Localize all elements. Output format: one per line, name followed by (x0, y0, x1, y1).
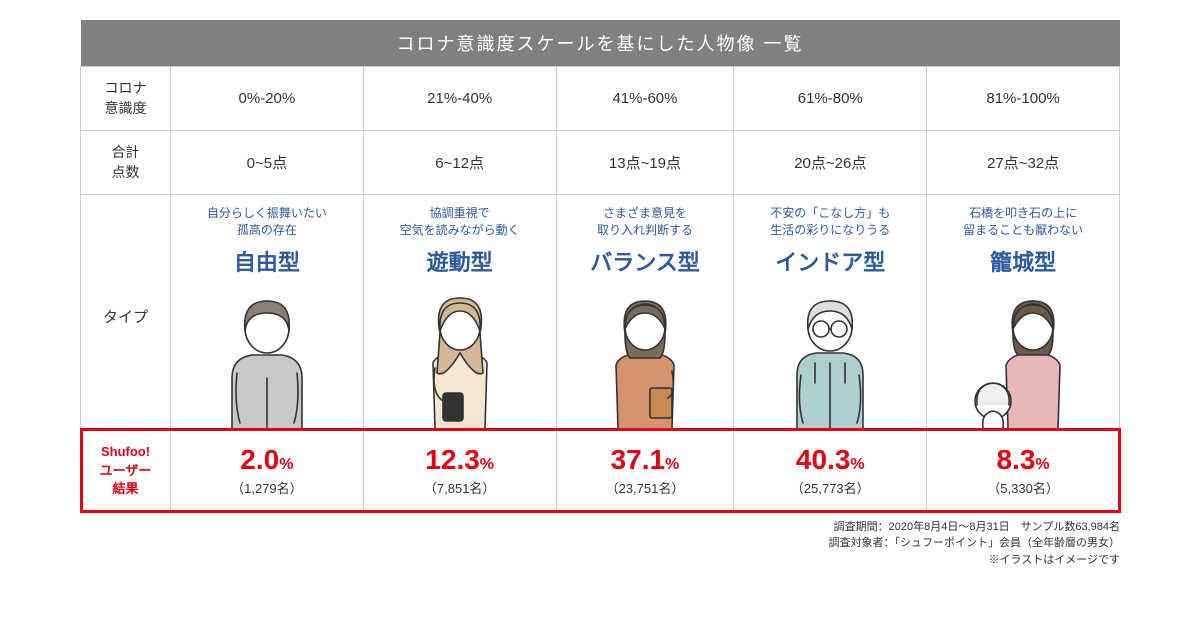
percent-unit: % (850, 456, 864, 473)
score-cell: 6~12点 (363, 131, 556, 195)
awareness-row: コロナ意識度 0%-20% 21%-40% 41%-60% 61%-80% 81… (81, 67, 1120, 131)
type-cell: 自分らしく振舞いたい孤高の存在 自由型 (171, 195, 364, 429)
type-row: タイプ 自分らしく振舞いたい孤高の存在 自由型 協調重視で空気を読 (81, 195, 1120, 429)
result-count: （25,773名） (738, 478, 922, 497)
persona-illustration (561, 283, 730, 428)
footnote: 調査期間：2020年8月4日～8月31日 サンプル数63,984名 調査対象者：… (80, 519, 1120, 569)
awareness-cell: 21%-40% (363, 67, 556, 131)
result-percent: 8.3 (996, 444, 1035, 475)
result-cell: 37.1% （23,751名） (556, 429, 734, 513)
awareness-cell: 0%-20% (171, 67, 364, 131)
score-cell: 27点~32点 (927, 131, 1120, 195)
table-title: コロナ意識度スケールを基にした人物像 一覧 (81, 20, 1120, 67)
persona-illustration (931, 283, 1115, 428)
persona-table: コロナ意識度スケールを基にした人物像 一覧 コロナ意識度 0%-20% 21%-… (80, 20, 1120, 513)
awareness-label: コロナ意識度 (81, 67, 171, 131)
result-cell: 2.0% （1,279名） (171, 429, 364, 513)
persona-illustration (368, 283, 552, 428)
type-subtitle: さまざま意見を取り入れ判断する (561, 205, 730, 239)
score-label: 合計点数 (81, 131, 171, 195)
type-name: 籠城型 (931, 245, 1115, 277)
result-count: （1,279名） (175, 478, 359, 497)
result-count: （7,851名） (368, 478, 552, 497)
score-cell: 13点~19点 (556, 131, 734, 195)
percent-unit: % (1035, 456, 1049, 473)
percent-unit: % (665, 456, 679, 473)
type-subtitle: 石橋を叩き石の上に留まることも厭わない (931, 205, 1115, 239)
footnote-line: 調査対象者：「シュフーポイント」会員（全年齢層の男女） (80, 535, 1120, 552)
result-cell: 12.3% （7,851名） (363, 429, 556, 513)
awareness-cell: 41%-60% (556, 67, 734, 131)
title-row: コロナ意識度スケールを基にした人物像 一覧 (81, 20, 1120, 67)
type-cell: 石橋を叩き石の上に留まることも厭わない 籠城型 (927, 195, 1120, 429)
result-percent: 40.3 (796, 444, 851, 475)
result-row: Shufoo!ユーザー結果 2.0% （1,279名） 12.3% （7,851… (81, 429, 1120, 513)
score-row: 合計点数 0~5点 6~12点 13点~19点 20点~26点 27点~32点 (81, 131, 1120, 195)
result-percent: 2.0 (240, 444, 279, 475)
type-name: 遊動型 (368, 245, 552, 277)
type-subtitle: 協調重視で空気を読みながら動く (368, 205, 552, 239)
result-cell: 40.3% （25,773名） (734, 429, 927, 513)
result-percent: 12.3 (425, 444, 480, 475)
awareness-cell: 61%-80% (734, 67, 927, 131)
score-cell: 20点~26点 (734, 131, 927, 195)
type-label: タイプ (81, 195, 171, 429)
type-name: 自由型 (175, 245, 359, 277)
type-subtitle: 不安の「こなし方」も生活の彩りになりうる (738, 205, 922, 239)
persona-illustration (738, 283, 922, 428)
type-cell: 協調重視で空気を読みながら動く 遊動型 (363, 195, 556, 429)
type-cell: 不安の「こなし方」も生活の彩りになりうる インドア型 (734, 195, 927, 429)
footnote-line: 調査期間：2020年8月4日～8月31日 サンプル数63,984名 (80, 519, 1120, 536)
type-name: インドア型 (738, 245, 922, 277)
result-percent: 37.1 (611, 444, 666, 475)
percent-unit: % (279, 456, 293, 473)
type-cell: さまざま意見を取り入れ判断する バランス型 (556, 195, 734, 429)
result-count: （23,751名） (561, 478, 730, 497)
result-label: Shufoo!ユーザー結果 (81, 429, 171, 513)
result-cell: 8.3% （5,330名） (927, 429, 1120, 513)
score-cell: 0~5点 (171, 131, 364, 195)
percent-unit: % (480, 456, 494, 473)
type-subtitle: 自分らしく振舞いたい孤高の存在 (175, 205, 359, 239)
awareness-cell: 81%-100% (927, 67, 1120, 131)
footnote-line: ※イラストはイメージです (80, 552, 1120, 569)
persona-illustration (175, 283, 359, 428)
result-count: （5,330名） (931, 478, 1115, 497)
type-name: バランス型 (561, 245, 730, 277)
